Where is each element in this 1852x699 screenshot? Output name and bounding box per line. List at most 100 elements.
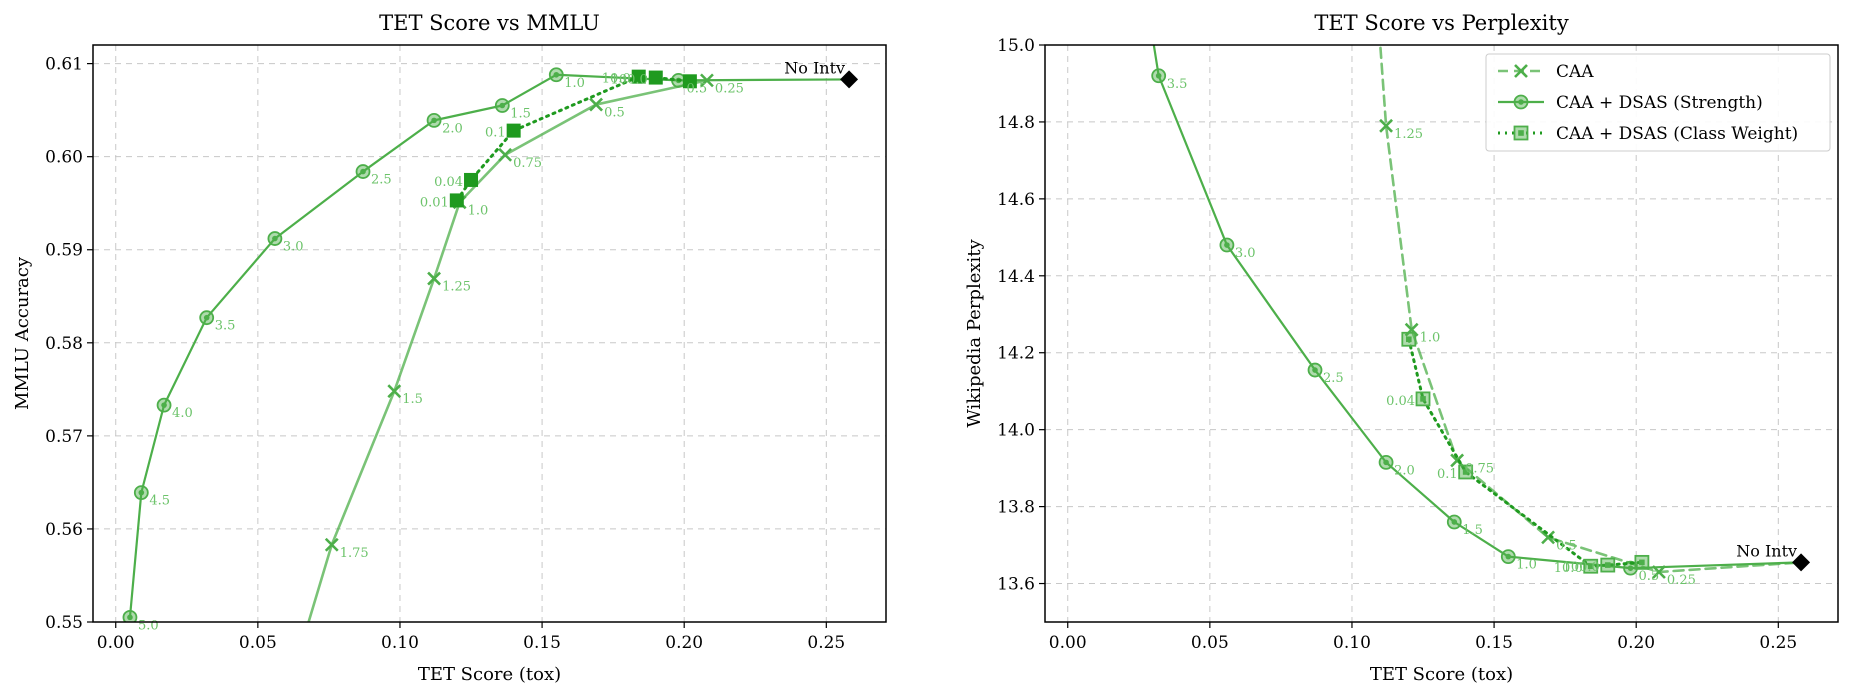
mmlu-caa-marker <box>324 537 339 552</box>
perplexity-caa-marker <box>1379 118 1393 133</box>
perplexity-ticks: 0.00 0.05 0.10 0.15 0.20 0.25 13.6 13.8 14.0 14.2… <box>997 36 1797 653</box>
legend-class_weight-marker <box>1513 125 1529 141</box>
perplexity-caa-marker <box>1450 453 1465 468</box>
perplexity-strength-point-label: 1.5 <box>1462 523 1483 538</box>
mmlu-caa-marker <box>427 271 441 286</box>
mmlu-caa-marker <box>589 97 604 112</box>
mmlu-strength-marker <box>494 98 510 113</box>
perplexity-y-tick-label: 13.8 <box>997 498 1035 518</box>
mmlu-axes-frame <box>92 44 887 623</box>
perplexity-baseline-marker <box>1792 553 1811 572</box>
mmlu-x-tick-label: 0.00 <box>97 633 135 653</box>
mmlu-baseline-marker <box>840 70 859 89</box>
mmlu-class_weight-point-label: 100.0 <box>611 73 648 88</box>
mmlu-class_weight-point-label: 0.01 <box>420 195 449 210</box>
mmlu-caa-point-label: 1.0 <box>468 203 489 218</box>
mmlu-caa-point-label: 1.25 <box>442 280 471 295</box>
mmlu-strength-marker <box>548 67 564 83</box>
legend-caa-marker <box>1514 64 1528 78</box>
perplexity-x-tick-label: 0.05 <box>1191 633 1229 653</box>
perplexity-y-tick-label: 15.0 <box>997 36 1035 56</box>
perplexity-caa-point-label: 1.25 <box>1394 127 1423 142</box>
mmlu-class_weight-point-label: 0.1 <box>485 126 506 141</box>
mmlu-strength-marker <box>426 112 442 128</box>
mmlu-x-tick-label: 0.15 <box>523 633 561 653</box>
legend-frame <box>1485 53 1831 152</box>
legend-class_weight-label: CAA + DSAS (Class Weight) <box>1556 124 1798 144</box>
perplexity-y-tick-label: 13.6 <box>997 575 1035 595</box>
perplexity-strength-marker <box>1378 454 1394 470</box>
perplexity-class_weight-marker <box>1401 331 1417 347</box>
perplexity-chart-title: TET Score vs Perplexity <box>1314 11 1569 35</box>
mmlu-strength-point-label: 1.5 <box>510 106 531 121</box>
mmlu-caa-point-label: 0.5 <box>604 106 625 121</box>
perplexity-class_weight-marker <box>1415 391 1431 407</box>
perplexity-x-tick-label: 0.10 <box>1333 633 1371 653</box>
mmlu-baseline-label: No Intv <box>784 58 845 77</box>
mmlu-strength-point-label: 0.5 <box>687 81 708 96</box>
mmlu-chart: TET Score vs MMLU 1.751.51.251.00.750.50… <box>12 11 887 685</box>
mmlu-y-tick-label: 0.55 <box>45 613 83 633</box>
perplexity-class_weight-marker <box>1600 557 1616 573</box>
perplexity-point-labels: 1.25 1.0 0.75 0.5 0.25 3.5 3.0 2.5 2.0 1.5 1.0 0.5 0… <box>1167 77 1811 588</box>
perplexity-y-tick-label: 14.6 <box>997 190 1035 210</box>
perplexity-x-tick-label: 0.25 <box>1759 633 1797 653</box>
perplexity-strength-marker <box>1307 362 1323 378</box>
mmlu-caa-marker <box>498 147 513 162</box>
perplexity-y-axis-title: Wikipedia Perplexity <box>964 239 985 428</box>
mmlu-class_weight-marker <box>648 70 663 85</box>
perplexity-caa-point-label: 0.25 <box>1667 573 1696 588</box>
perplexity-legend: CAA CAA + DSAS (Strength) CAA + DSAS (Clas… <box>1485 53 1831 152</box>
perplexity-class_weight-point-label: 100.0 <box>1563 560 1600 575</box>
mmlu-strength-line <box>128 73 851 619</box>
mmlu-x-tick-label: 0.10 <box>381 633 419 653</box>
perplexity-class_weight-marker <box>1583 558 1599 574</box>
perplexity-strength-point-label: 2.5 <box>1323 371 1344 386</box>
mmlu-y-tick-label: 0.58 <box>45 334 83 354</box>
perplexity-strength-point-label: 0.5 <box>1639 569 1660 584</box>
mmlu-caa-point-label: 0.25 <box>715 81 744 96</box>
mmlu-class_weight-marker <box>449 193 464 208</box>
perplexity-strength-point-label: 2.0 <box>1394 463 1415 478</box>
mmlu-y-tick-label: 0.59 <box>45 241 83 261</box>
perplexity-caa-point-label: 0.75 <box>1465 461 1494 476</box>
perplexity-y-tick-label: 14.4 <box>997 267 1035 287</box>
mmlu-y-tick-label: 0.57 <box>45 427 83 447</box>
mmlu-caa-point-label: 0.75 <box>513 156 542 171</box>
perplexity-strength-point-label: 3.0 <box>1235 246 1256 261</box>
perplexity-class_weight-line <box>1407 337 1644 568</box>
mmlu-strength-point-label: 1.0 <box>564 76 585 91</box>
mmlu-series-area <box>122 67 851 622</box>
perplexity-class_weight-point-label: 10.0 <box>1554 561 1583 576</box>
perplexity-x-tick-label: 0.15 <box>1475 633 1513 653</box>
mmlu-chart-title: TET Score vs MMLU <box>379 11 600 35</box>
legend-strength-label: CAA + DSAS (Strength) <box>1556 93 1763 113</box>
mmlu-x-tick-label: 0.25 <box>807 633 845 653</box>
mmlu-strength-point-label: 3.0 <box>283 240 304 255</box>
mmlu-strength-marker <box>199 310 215 326</box>
mmlu-x-axis-title: TET Score (tox) <box>418 664 561 685</box>
mmlu-class_weight-point-label: 10.0 <box>602 72 631 87</box>
perplexity-strength-marker <box>1500 549 1516 565</box>
mmlu-strength-marker <box>355 164 371 179</box>
perplexity-strength-marker <box>1219 237 1235 253</box>
mmlu-strength-point-label: 4.5 <box>149 494 170 509</box>
perplexity-class_weight-marker <box>1634 554 1650 570</box>
mmlu-x-tick-label: 0.20 <box>665 633 703 653</box>
perplexity-strength-point-label: 3.5 <box>1167 77 1188 92</box>
legend-strength-marker <box>1513 94 1529 110</box>
mmlu-class_weight-marker <box>506 123 521 138</box>
mmlu-strength-point-label: 3.5 <box>215 319 236 334</box>
perplexity-y-tick-label: 14.2 <box>997 344 1035 364</box>
mmlu-strength-marker <box>156 397 172 413</box>
perplexity-x-tick-label: 0.00 <box>1049 633 1087 653</box>
perplexity-strength-marker <box>1151 68 1167 84</box>
perplexity-strength-point-label: 1.0 <box>1516 558 1537 573</box>
perplexity-series-area <box>1151 45 1803 579</box>
mmlu-ticks: 0.00 0.05 0.10 0.15 0.20 0.25 0.55 0.56 0.57 0.58… <box>45 55 845 653</box>
mmlu-strength-marker <box>133 485 149 501</box>
mmlu-point-labels: 1.75 1.5 1.25 1.0 0.75 0.5 0.25 5.0 4.5 4.0 3.5 3.0… <box>138 58 859 633</box>
mmlu-y-tick-label: 0.56 <box>45 520 83 540</box>
mmlu-strength-marker <box>122 609 138 622</box>
